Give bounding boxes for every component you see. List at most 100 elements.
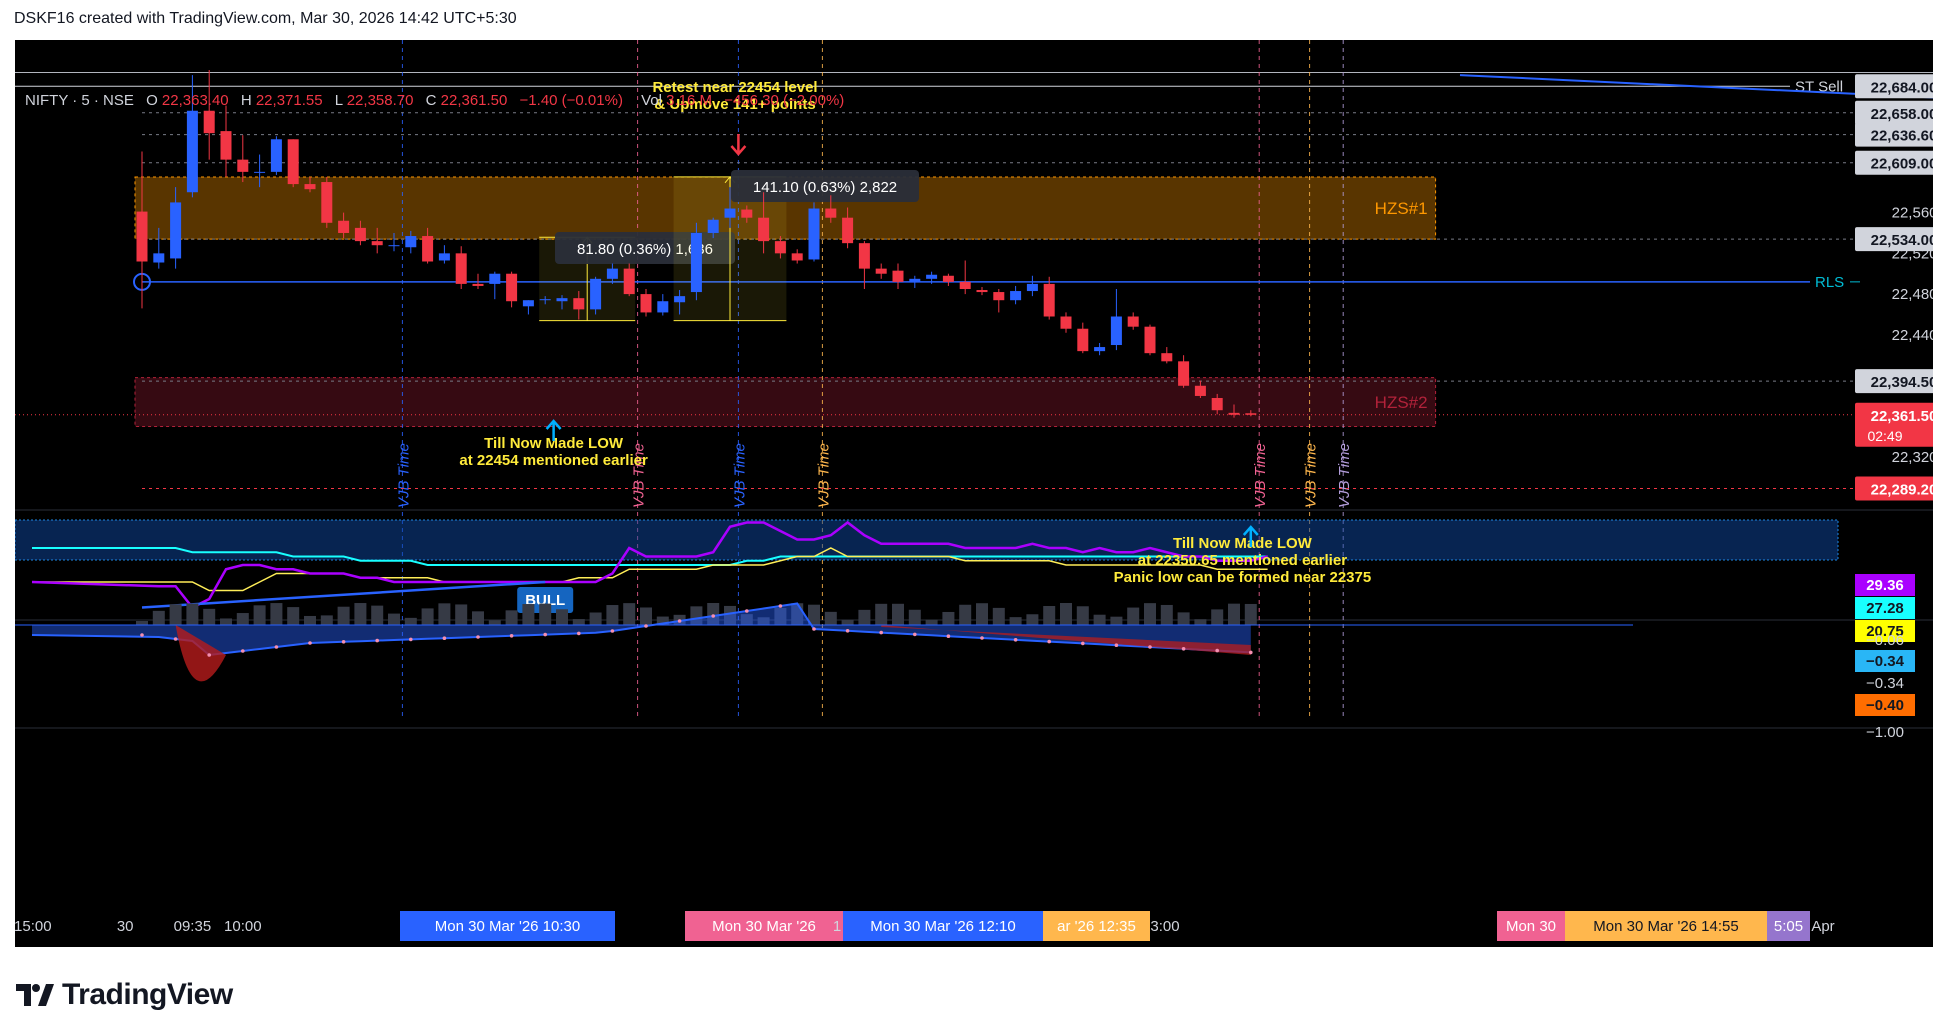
ind2-dot-66 — [1249, 650, 1253, 655]
ind2-bar-6 — [236, 613, 249, 625]
ind1-value-bg-1 — [1855, 597, 1915, 619]
y-tick-2: 22,480.00 — [1892, 286, 1933, 303]
ind2-dot-12 — [341, 640, 346, 644]
legend-low-label: L — [335, 92, 343, 109]
ohlc-legend: NIFTY · 5 · NSE O 22,363.40 H 22,371.55 … — [25, 92, 844, 109]
ind2-bar-19 — [455, 604, 468, 625]
legend-low: 22,358.70 — [347, 92, 414, 109]
ind2-dot-24 — [543, 632, 547, 637]
candle-body-34 — [707, 219, 719, 233]
ind2-bar-55 — [1060, 603, 1072, 625]
time-badge-bg-0 — [400, 911, 615, 941]
last-price-countdown: 02:49 — [1867, 428, 1902, 444]
ind2-dot-62 — [1181, 647, 1186, 651]
ind2-bar-34 — [707, 603, 720, 625]
time-badge-6: 5:05 — [1774, 918, 1803, 935]
tradingview-logo[interactable]: TradingView — [16, 978, 233, 1012]
candle-body-53 — [1026, 283, 1038, 292]
vertical-marker-label-2: VJB Time — [731, 443, 748, 508]
candle-body-19 — [455, 253, 467, 284]
candle-body-12 — [338, 220, 350, 233]
candle-body-48 — [942, 275, 954, 282]
y-tick-4: 22,320.00 — [1892, 449, 1933, 466]
ind2-bar-10 — [304, 615, 316, 625]
ind1-value-bg-0 — [1855, 574, 1915, 596]
legend-high-label: H — [241, 92, 252, 109]
time-badge-bg-5 — [1565, 911, 1767, 941]
price-label-bg-1 — [1855, 100, 1933, 125]
ind2-bar-33 — [690, 606, 703, 625]
annotation-0-line-0: Retest near 22454 level — [652, 79, 817, 96]
price-axis: 22,560.0022,520.0022,480.0022,440.0022,3… — [1855, 74, 1933, 741]
measure-label-1: 141.10 (0.63%) 2,822 — [753, 179, 897, 196]
candle-body-7 — [254, 171, 266, 173]
price-label-bg-0 — [1855, 74, 1933, 99]
candle-body-29 — [623, 268, 635, 295]
candle-body-36 — [741, 209, 753, 218]
time-badge-3: ar '26 12:35 — [1057, 918, 1136, 935]
ind2-value-4: −1.00 — [1866, 724, 1904, 741]
candle-body-62 — [1178, 361, 1190, 386]
candle-body-42 — [842, 217, 854, 244]
ind1-divergence-line — [141, 580, 546, 609]
ind2-bar-5 — [220, 618, 232, 625]
candle-body-28 — [606, 268, 618, 279]
candle-body-66 — [1245, 413, 1257, 415]
price-label-bg-3 — [1855, 150, 1933, 175]
ind2-bar-58 — [1110, 616, 1123, 625]
candle-body-3 — [186, 110, 198, 193]
ind2-dot-64 — [1215, 648, 1219, 653]
ind2-dot-58 — [1114, 643, 1119, 647]
ind2-bar-15 — [388, 613, 400, 625]
ind2-bar-49 — [959, 604, 972, 625]
ind2-bar-57 — [1093, 614, 1106, 625]
candle-body-32 — [674, 296, 686, 303]
ind2-bar-20 — [472, 611, 484, 625]
candle-body-56 — [1077, 328, 1089, 352]
ind2-bar-4 — [203, 608, 216, 625]
vertical-marker-label-1: VJB Time — [631, 443, 648, 508]
ind2-bar-44 — [875, 603, 888, 625]
ind2-dot-38 — [778, 604, 783, 608]
candle-body-60 — [1144, 326, 1156, 354]
legend-volume-label: Vol — [641, 92, 662, 109]
ind2-bar-0 — [136, 621, 148, 625]
candle-body-20 — [472, 283, 484, 286]
time-badge-bg-6 — [1767, 911, 1810, 941]
price-label-bg-5 — [1855, 369, 1933, 394]
annotation-1-line-1: at 22454 mentioned earlier — [459, 452, 648, 469]
ind2-bar-7 — [253, 605, 266, 625]
ind2-dot-36 — [745, 609, 749, 613]
candle-body-37 — [758, 217, 770, 242]
candle-body-38 — [774, 241, 786, 254]
candle-body-65 — [1228, 412, 1240, 415]
tradingview-logo-icon — [16, 984, 54, 1006]
candle-body-13 — [354, 227, 366, 242]
rls-label: RLS — [1815, 274, 1844, 291]
ind2-dot-10 — [308, 641, 312, 645]
ind2-dot-32 — [677, 619, 682, 623]
ind2-dot-52 — [1013, 638, 1018, 642]
ind2-bar-1 — [152, 610, 165, 625]
candle-body-1 — [153, 253, 165, 263]
grid-layer — [15, 72, 1933, 729]
candle-body-31 — [657, 301, 669, 313]
candle-body-45 — [892, 270, 904, 282]
measure-label-bg-0 — [555, 232, 735, 264]
time-badge-5: Mon 30 Mar '26 14:55 — [1593, 918, 1738, 935]
ind2-dot-30 — [644, 624, 648, 628]
ind2-bar-21 — [488, 620, 501, 625]
ind2-bar-42 — [841, 619, 854, 625]
ind2-value-3: −0.40 — [1866, 697, 1904, 714]
svg-text:NIFTY · 5 · NSE O: NIFTY · 5 · NSE O 22,363.40 H 22,371.55 … — [25, 92, 844, 109]
ind2-dot-42 — [845, 629, 850, 633]
ind2-bar-62 — [1177, 612, 1190, 625]
candle-body-8 — [270, 139, 282, 172]
bull-badge: BULL — [525, 592, 565, 609]
vertical-markers-layer: VJB Time VJB Time VJB Time VJB Time VJB Time… — [395, 40, 1353, 720]
candle-body-40 — [808, 208, 820, 260]
price-label-0: 22,684.00 — [1871, 79, 1933, 96]
ind2-bar-25 — [556, 609, 568, 625]
